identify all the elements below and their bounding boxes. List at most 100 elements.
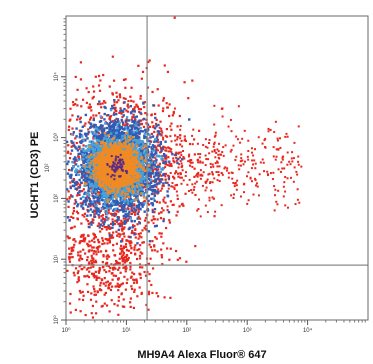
event-dot	[98, 245, 101, 248]
event-dot	[79, 310, 82, 313]
event-dot	[246, 155, 249, 158]
event-dot	[237, 105, 240, 108]
event-dot	[111, 266, 115, 270]
event-dot	[87, 275, 90, 279]
event-dot	[85, 179, 88, 182]
event-dot	[141, 70, 145, 74]
event-dot	[208, 199, 211, 202]
event-dot	[118, 223, 121, 226]
event-dot	[279, 137, 282, 140]
event-dot	[91, 164, 94, 168]
event-dot	[94, 293, 98, 296]
event-dot	[112, 127, 116, 131]
event-dot	[139, 149, 143, 152]
event-dot	[81, 290, 84, 294]
event-dot	[199, 160, 202, 163]
event-dot	[122, 78, 126, 81]
event-dot	[133, 133, 136, 137]
event-dot	[103, 112, 106, 116]
event-dot	[102, 282, 105, 285]
event-dot	[107, 255, 111, 258]
event-dot	[118, 123, 121, 126]
event-dot	[126, 140, 129, 144]
event-dot	[170, 164, 173, 167]
event-dot	[87, 106, 90, 109]
event-dot	[83, 184, 86, 187]
event-dot	[205, 186, 208, 189]
event-dot	[221, 151, 224, 154]
event-dot	[129, 276, 133, 279]
event-dot	[266, 173, 269, 176]
event-dot	[132, 108, 135, 111]
event-dot	[72, 131, 75, 134]
event-dot	[159, 178, 162, 181]
event-dot	[204, 154, 207, 157]
event-dot	[155, 237, 158, 240]
event-dot	[150, 219, 153, 222]
event-dot	[157, 188, 160, 191]
event-dot	[76, 88, 79, 91]
event-dot	[87, 196, 91, 199]
event-dot	[162, 161, 165, 165]
event-dot	[153, 164, 156, 167]
event-dot	[239, 195, 242, 198]
event-dot	[123, 205, 126, 208]
event-dot	[141, 229, 144, 232]
event-dot	[143, 132, 147, 136]
event-dot	[95, 133, 98, 136]
event-dot	[154, 112, 157, 116]
event-dot	[116, 304, 119, 307]
event-dot	[143, 226, 146, 230]
event-dot	[101, 261, 104, 264]
event-dot	[164, 178, 167, 181]
event-dot	[163, 146, 166, 149]
event-dot	[192, 188, 195, 191]
event-dot	[273, 131, 276, 134]
event-dot	[144, 228, 147, 231]
event-dot	[143, 170, 146, 174]
event-dot	[222, 154, 225, 157]
event-dot	[242, 163, 245, 166]
event-dot	[141, 174, 144, 177]
event-dot	[159, 140, 162, 144]
event-dot	[119, 197, 123, 201]
event-dot	[94, 129, 97, 132]
event-dot	[74, 181, 77, 184]
event-dot	[98, 211, 101, 214]
event-dot	[81, 125, 84, 129]
event-dot	[93, 123, 96, 127]
event-dot	[133, 225, 136, 228]
event-dot	[84, 171, 87, 175]
event-dot	[120, 223, 123, 226]
event-dot	[232, 144, 235, 147]
event-dot	[174, 139, 177, 142]
event-dot	[254, 162, 257, 165]
event-dot	[89, 105, 92, 109]
event-dot	[90, 292, 93, 295]
event-dot	[87, 90, 90, 94]
event-dot	[96, 137, 100, 141]
dot-layer	[65, 16, 303, 319]
event-dot	[109, 132, 113, 135]
event-dot	[106, 242, 109, 245]
event-dot	[88, 126, 92, 129]
event-dot	[152, 175, 156, 178]
event-dot	[108, 117, 111, 120]
event-dot	[220, 204, 223, 207]
event-dot	[139, 266, 142, 269]
event-dot	[180, 182, 183, 185]
event-dot	[144, 167, 147, 170]
event-dot	[121, 238, 124, 241]
event-dot	[120, 250, 123, 253]
event-dot	[134, 236, 137, 239]
event-dot	[129, 129, 132, 132]
event-dot	[107, 283, 111, 287]
event-dot	[197, 171, 200, 174]
event-dot	[119, 126, 123, 130]
event-dot	[164, 134, 167, 137]
event-dot	[114, 109, 117, 112]
event-dot	[137, 144, 140, 148]
event-dot	[221, 173, 224, 176]
event-dot	[173, 188, 176, 190]
event-dot	[168, 175, 171, 178]
